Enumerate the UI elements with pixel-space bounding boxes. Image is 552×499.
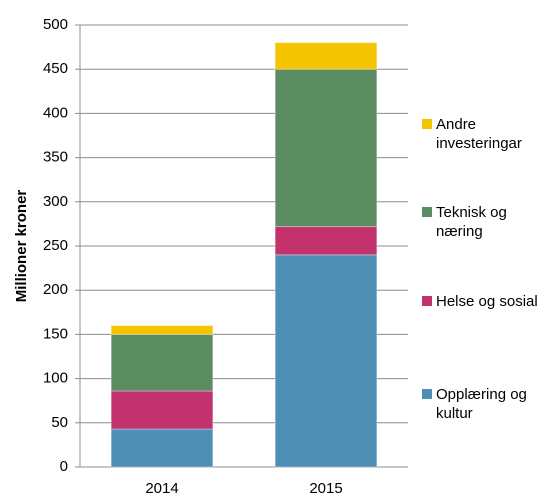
y-tick-label: 100 — [43, 370, 68, 387]
legend-label: Teknisk og næring — [436, 204, 507, 240]
legend-label: Helse og sosial — [436, 293, 538, 310]
x-tick-label: 2015 — [309, 480, 342, 497]
x-tick-label: 2014 — [145, 480, 178, 497]
bar-segment — [274, 254, 378, 468]
legend-swatch — [422, 119, 432, 129]
y-tick-label: 450 — [43, 60, 68, 77]
y-tick-label: 200 — [43, 281, 68, 298]
bar-segment — [110, 390, 214, 430]
bar-segment — [274, 42, 378, 70]
bar-segment — [110, 333, 214, 392]
legend-swatch — [422, 296, 432, 306]
legend-item: Teknisk og næring — [422, 203, 546, 241]
legend-item: Helse og sosial — [422, 292, 546, 311]
legend-label: Opplæring og kultur — [436, 386, 527, 422]
legend-swatch — [422, 389, 432, 399]
y-tick-label: 350 — [43, 149, 68, 166]
y-tick-label: 50 — [51, 414, 68, 431]
y-axis-label: Millioner kroner — [13, 190, 30, 303]
y-tick-label: 250 — [43, 237, 68, 254]
y-tick-label: 0 — [60, 458, 68, 475]
y-tick-label: 500 — [43, 16, 68, 33]
bar-segment — [274, 226, 378, 256]
bar-segment — [110, 428, 214, 468]
y-tick-label: 300 — [43, 193, 68, 210]
y-tick-label: 150 — [43, 325, 68, 342]
legend-item: Opplæring og kultur — [422, 385, 546, 423]
legend-item: Andre investeringar — [422, 115, 546, 153]
y-tick-label: 400 — [43, 104, 68, 121]
bar-segment — [110, 325, 214, 335]
legend-label: Andre investeringar — [436, 116, 522, 152]
bar-segment — [274, 68, 378, 228]
legend-swatch — [422, 207, 432, 217]
